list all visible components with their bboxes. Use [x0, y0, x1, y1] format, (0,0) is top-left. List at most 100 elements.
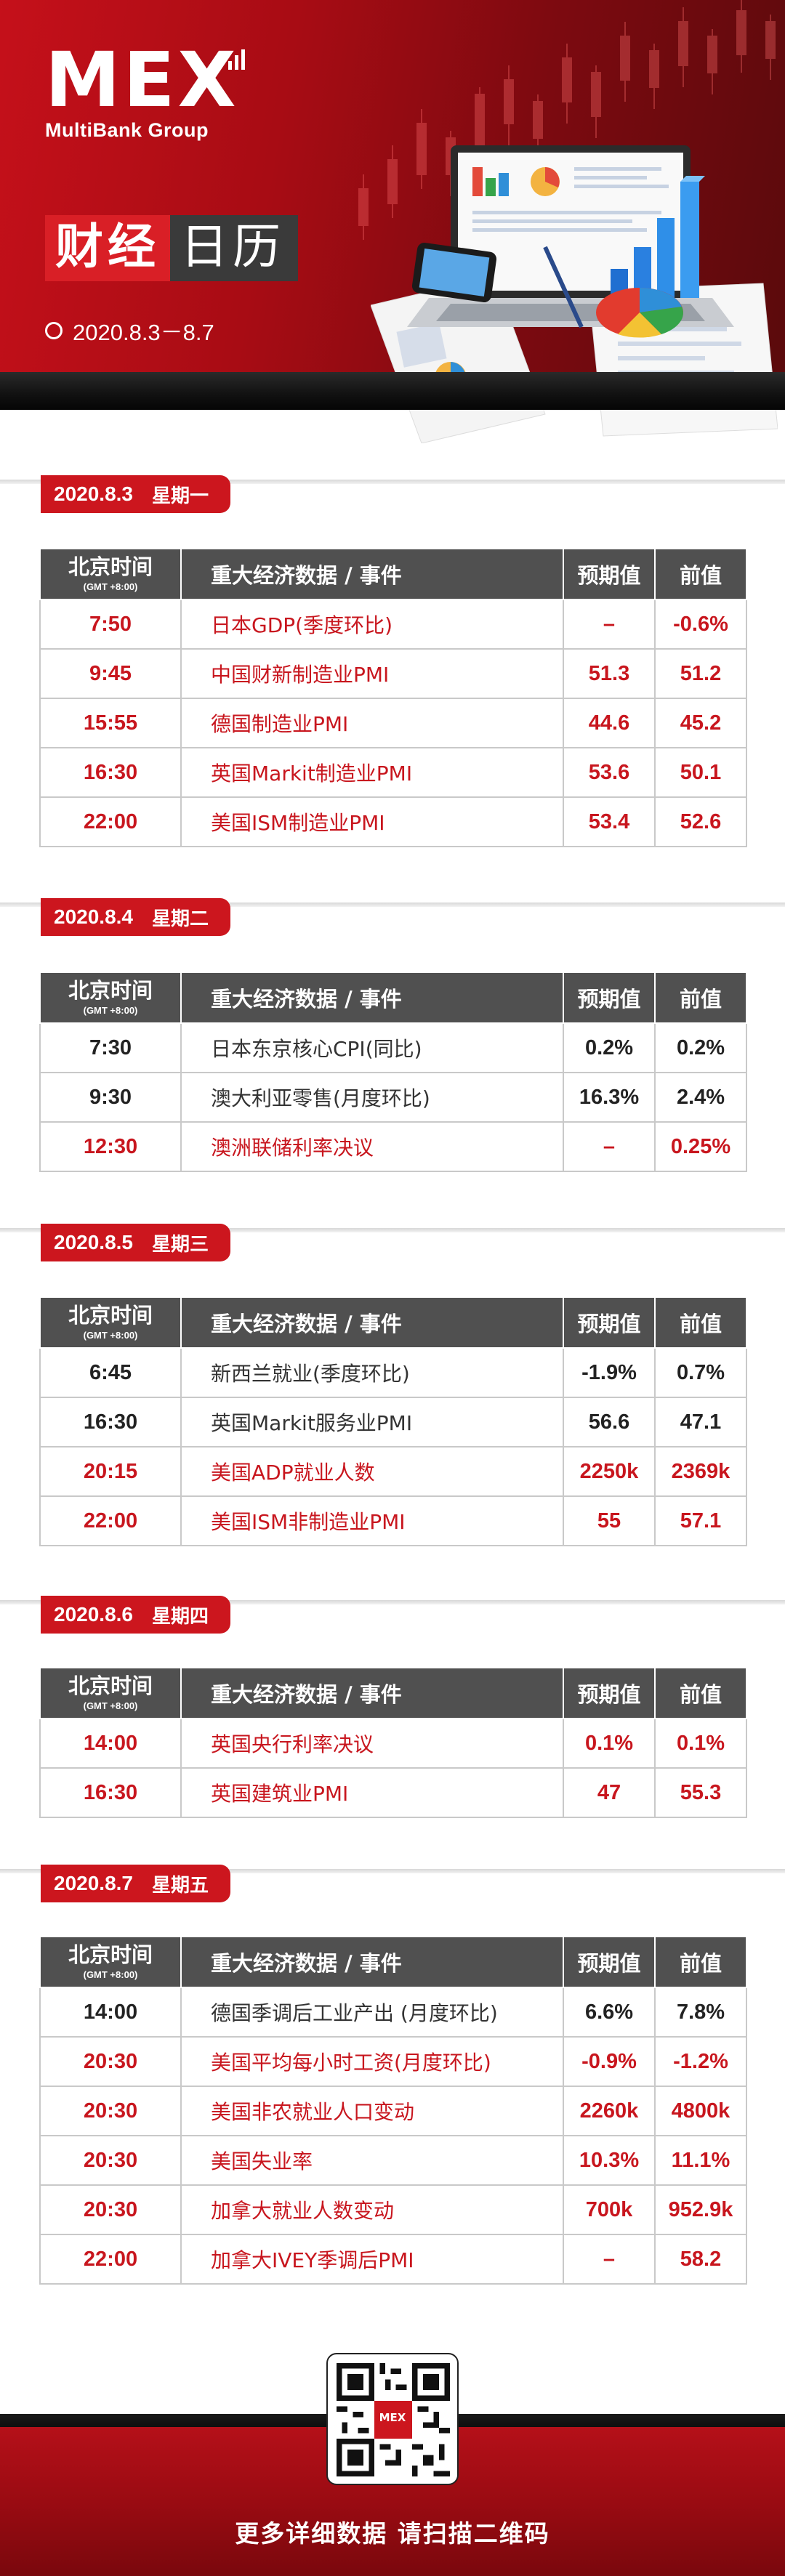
calendar-table: 北京时间 (GMT +8:00) 重大经济数据 / 事件 预期值 前值 14:00…	[39, 1667, 747, 1818]
previous-cell: -1.2%	[654, 2036, 747, 2087]
forecast-cell: 2260k	[563, 2086, 656, 2136]
event-cell: 英国Markit制造业PMI	[180, 747, 564, 798]
col-forecast-header: 预期值	[563, 972, 656, 1024]
qr-logo-text: MEX	[379, 2411, 406, 2424]
table-header-row: 北京时间 (GMT +8:00) 重大经济数据 / 事件 预期值 前值	[39, 548, 747, 600]
table-row: 20:15 美国ADP就业人数 2250k 2369k	[39, 1446, 747, 1497]
forecast-cell: -1.9%	[563, 1347, 656, 1398]
time-cell: 16:30	[39, 1767, 182, 1818]
event-cell: 美国ISM非制造业PMI	[180, 1495, 564, 1546]
date-tab: 2020.8.7 星期五	[41, 1865, 231, 1902]
time-cell: 20:15	[39, 1446, 182, 1497]
previous-cell: 50.1	[654, 747, 747, 798]
time-cell: 15:55	[39, 698, 182, 748]
section-divider	[0, 903, 785, 907]
time-cell: 14:00	[39, 1718, 182, 1769]
col-time-header: 北京时间 (GMT +8:00)	[39, 1667, 182, 1719]
time-cell: 20:30	[39, 2086, 182, 2136]
brand-name: MultiBank Group	[45, 119, 209, 141]
previous-cell: 952.9k	[654, 2184, 747, 2235]
table-row: 12:30 澳洲联储利率决议 –0.25%	[39, 1121, 747, 1172]
section-divider	[0, 1228, 785, 1232]
event-cell: 新西兰就业(季度环比)	[180, 1347, 564, 1398]
forecast-cell: 51.3	[563, 648, 656, 699]
forecast-cell: 6.6%	[563, 1987, 656, 2038]
table-row: 9:30 澳大利亚零售(月度环比) 16.3% 2.4%	[39, 1072, 747, 1123]
event-cell: 英国Markit服务业PMI	[180, 1397, 564, 1448]
forecast-cell: 55	[563, 1495, 656, 1546]
date-label: 2020.8.3	[54, 483, 133, 505]
forecast-cell: 53.6	[563, 747, 656, 798]
section-divider	[0, 480, 785, 484]
time-cell: 20:30	[39, 2036, 182, 2087]
time-cell: 7:50	[39, 599, 182, 650]
forecast-cell: 2250k	[563, 1446, 656, 1497]
event-cell: 美国平均每小时工资(月度环比)	[180, 2036, 564, 2087]
date-label: 2020.8.4	[54, 905, 133, 928]
col-time-header: 北京时间 (GMT +8:00)	[39, 1936, 182, 1988]
date-tab: 2020.8.5 星期三	[41, 1224, 231, 1261]
date-range: 2020.8.3－8.7	[45, 314, 214, 347]
qr-code-icon	[337, 2363, 450, 2476]
previous-cell: 11.1%	[654, 2135, 747, 2186]
time-cell: 9:30	[39, 1072, 182, 1123]
event-cell: 德国季调后工业产出 (月度环比)	[180, 1987, 564, 2038]
forecast-cell: 47	[563, 1767, 656, 1818]
previous-cell: 58.2	[654, 2234, 747, 2285]
previous-cell: 55.3	[654, 1767, 747, 1818]
previous-cell: 2.4%	[654, 1072, 747, 1123]
table-row: 16:30 英国Markit制造业PMI 53.6 50.1	[39, 747, 747, 798]
date-label: 2020.8.6	[54, 1603, 133, 1626]
signal-icon	[228, 49, 245, 70]
previous-cell: 0.25%	[654, 1121, 747, 1172]
table-row: 16:30 英国Markit服务业PMI 56.6 47.1	[39, 1397, 747, 1448]
section-divider	[0, 1600, 785, 1604]
col-forecast-header: 预期值	[563, 548, 656, 600]
previous-cell: 4800k	[654, 2086, 747, 2136]
date-tab: 2020.8.4 星期二	[41, 898, 231, 936]
footer-cta-text: 更多详细数据 请扫描二维码	[235, 2519, 550, 2548]
previous-cell: 52.6	[654, 796, 747, 847]
time-cell: 20:30	[39, 2135, 182, 2186]
page-title: 财经 日历	[45, 215, 298, 281]
table-row: 7:50 日本GDP(季度环比) – -0.6%	[39, 599, 747, 650]
forecast-cell: 56.6	[563, 1397, 656, 1448]
previous-cell: 0.1%	[654, 1718, 747, 1769]
forecast-cell: –	[563, 1121, 656, 1172]
event-cell: 日本GDP(季度环比)	[180, 599, 564, 650]
date-range-text: 2020.8.3－8.7	[73, 320, 214, 345]
pen-icon	[543, 246, 584, 328]
forecast-cell: 0.2%	[563, 1022, 656, 1073]
time-cell: 22:00	[39, 2234, 182, 2285]
time-cell: 9:45	[39, 648, 182, 699]
previous-cell: 2369k	[654, 1446, 747, 1497]
forecast-cell: 0.1%	[563, 1718, 656, 1769]
col-event-header: 重大经济数据 / 事件	[180, 548, 564, 600]
table-row: 7:30 日本东京核心CPI(同比) 0.2% 0.2%	[39, 1022, 747, 1073]
col-previous-header: 前值	[654, 548, 747, 600]
weekday-label: 星期三	[152, 1233, 209, 1256]
previous-cell: -0.6%	[654, 599, 747, 650]
forecast-cell: 10.3%	[563, 2135, 656, 2186]
time-cell: 6:45	[39, 1347, 182, 1398]
time-cell: 22:00	[39, 1495, 182, 1546]
col-time-header: 北京时间 (GMT +8:00)	[39, 972, 182, 1024]
table-row: 16:30 英国建筑业PMI 47 55.3	[39, 1767, 747, 1818]
table-row: 14:00 德国季调后工业产出 (月度环比) 6.6% 7.8%	[39, 1987, 747, 2038]
logo-mark: MEX	[45, 36, 239, 124]
section-divider	[0, 1869, 785, 1873]
table-header-row: 北京时间 (GMT +8:00) 重大经济数据 / 事件 预期值 前值	[39, 1936, 747, 1988]
forecast-cell: 44.6	[563, 698, 656, 748]
event-cell: 美国非农就业人口变动	[180, 2086, 564, 2136]
table-row: 22:00 加拿大IVEY季调后PMI –58.2	[39, 2234, 747, 2285]
table-row: 15:55 德国制造业PMI 44.6 45.2	[39, 698, 747, 748]
weekday-label: 星期四	[152, 1605, 209, 1628]
col-event-header: 重大经济数据 / 事件	[180, 972, 564, 1024]
time-cell: 20:30	[39, 2184, 182, 2235]
title-part-2: 日历	[170, 215, 298, 281]
previous-cell: 7.8%	[654, 1987, 747, 2038]
event-cell: 加拿大IVEY季调后PMI	[180, 2234, 564, 2285]
col-event-header: 重大经济数据 / 事件	[180, 1667, 564, 1719]
qr-code[interactable]: MEX	[326, 2353, 459, 2485]
event-cell: 英国央行利率决议	[180, 1718, 564, 1769]
